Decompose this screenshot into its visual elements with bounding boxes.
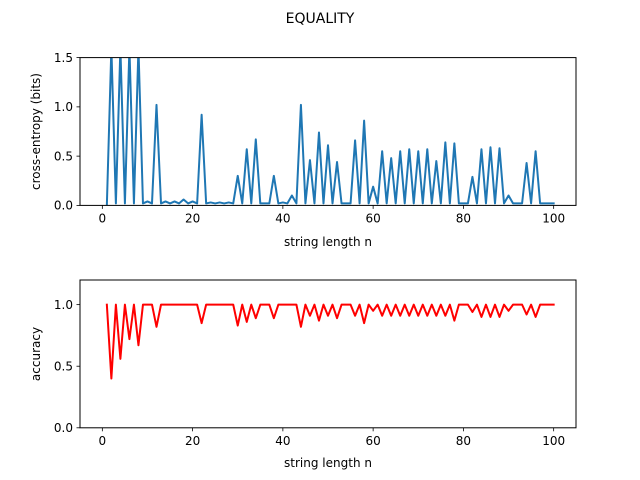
cross-entropy-x-tick-label: 0 [99, 211, 107, 225]
cross-entropy-y-tick-label: 0.0 [54, 199, 73, 213]
accuracy-x-tick-label: 40 [275, 434, 290, 448]
cross-entropy-x-tick-label: 40 [275, 211, 290, 225]
cross-entropy-y-tick-label: 1.0 [54, 100, 73, 114]
accuracy-x-tick-label: 80 [456, 434, 471, 448]
accuracy-x-label: string length n [284, 456, 372, 470]
cross-entropy-series-group [105, 57, 555, 206]
accuracy-y-label: accuracy [29, 327, 43, 381]
accuracy-plot: 0 20 40 60 80 100 0.0 0.5 1.0 string length n ac… [29, 279, 577, 470]
cross-entropy-series-line [105, 57, 555, 206]
accuracy-y-tick-label: 0.5 [54, 360, 73, 374]
cross-entropy-plot-frame [79, 57, 577, 206]
accuracy-y-tick-label: 1.0 [54, 298, 73, 312]
accuracy-series-line [105, 303, 555, 380]
cross-entropy-y-tick-label: 0.5 [54, 149, 73, 163]
accuracy-x-tick-label: 20 [185, 434, 200, 448]
accuracy-x-tick-label: 60 [365, 434, 380, 448]
cross-entropy-y-label: cross-entropy (bits) [29, 73, 43, 190]
accuracy-x-tick-label: 100 [542, 434, 565, 448]
figure-title: EQUALITY [286, 11, 355, 27]
cross-entropy-plot: 0 20 40 60 80 100 0.0 0.5 1.0 1.5 string length n… [29, 51, 577, 249]
accuracy-axes-ticks: 0 20 40 60 80 100 0.0 0.5 1.0 [54, 298, 565, 448]
cross-entropy-x-tick-label: 80 [456, 211, 471, 225]
cross-entropy-x-tick-label: 20 [185, 211, 200, 225]
accuracy-series-group [105, 303, 555, 380]
cross-entropy-axes-ticks: 0 20 40 60 80 100 0.0 0.5 1.0 1.5 [54, 51, 565, 225]
cross-entropy-x-tick-label: 100 [542, 211, 565, 225]
cross-entropy-y-tick-label: 1.5 [54, 51, 73, 65]
accuracy-plot-frame [79, 279, 577, 429]
accuracy-x-tick-label: 0 [99, 434, 107, 448]
cross-entropy-x-label: string length n [284, 235, 372, 249]
cross-entropy-x-tick-label: 60 [365, 211, 380, 225]
accuracy-y-tick-label: 0.0 [54, 421, 73, 435]
